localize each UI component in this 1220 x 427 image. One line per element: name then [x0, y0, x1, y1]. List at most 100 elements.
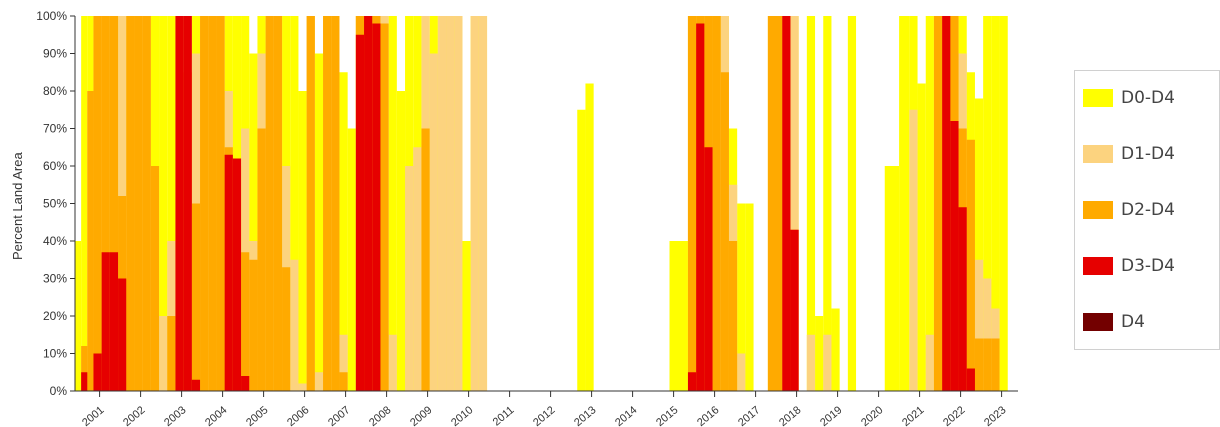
area-d0-d4	[925, 16, 934, 391]
legend-item-d1: D1-D4	[1083, 144, 1175, 164]
legend-swatch-d3	[1083, 257, 1113, 275]
legend: D0-D4 D1-D4 D2-D4 D3-D4 D4	[1074, 70, 1220, 350]
area-d2-d4	[216, 16, 225, 391]
area-d0-d4	[831, 308, 840, 391]
area-d2-d4	[991, 338, 1000, 391]
area-d3-d4	[224, 154, 233, 391]
area-d0-d4	[159, 16, 168, 391]
area-d1-d4	[446, 16, 455, 391]
area-d1-d4	[737, 353, 746, 391]
y-tick-label: 0%	[50, 384, 68, 398]
area-d3-d4	[790, 229, 799, 391]
area-d0-d4	[314, 53, 324, 391]
area-d0-d4	[884, 166, 900, 391]
area-d2-d4	[712, 16, 721, 391]
area-d2-d4	[142, 16, 151, 391]
y-tick-label: 30%	[43, 272, 67, 286]
legend-label-d2: D2-D4	[1121, 200, 1175, 220]
x-tick-label: 2020	[859, 404, 885, 427]
x-tick-label: 2010	[449, 404, 475, 427]
area-d3-d4	[782, 16, 791, 391]
x-tick-label: 2001	[80, 404, 106, 427]
area-d2-d4	[109, 16, 119, 391]
area-d2-d4	[257, 128, 266, 391]
area-d1-d4	[413, 147, 422, 391]
area-d1-d4	[909, 109, 918, 391]
area-d0-d4	[167, 16, 176, 391]
area-d2-d4	[306, 16, 315, 391]
area-d2-d4	[966, 139, 975, 391]
area-d1-d4	[290, 259, 299, 391]
area-d2-d4	[241, 252, 250, 391]
area-d3-d4	[966, 368, 975, 391]
area-d0-d4	[298, 91, 307, 391]
area-d1-d4	[806, 334, 816, 391]
legend-swatch-d4	[1083, 313, 1113, 331]
area-d0-d4	[983, 16, 992, 391]
area-d3-d4	[175, 16, 184, 391]
area-d2-d4	[167, 316, 176, 391]
area-d1-d4	[405, 166, 414, 391]
area-d1-d4	[974, 259, 984, 391]
y-tick-label: 20%	[43, 309, 67, 323]
area-d2-d4	[93, 16, 102, 391]
area-d2-d4	[728, 241, 738, 391]
x-tick-label: 2002	[121, 404, 147, 427]
x-tick-label: 2005	[244, 404, 270, 427]
x-tick-label: 2011	[491, 404, 517, 427]
area-d0-d4	[290, 16, 299, 391]
area-d2-d4	[421, 128, 430, 391]
x-tick-label: 2023	[982, 404, 1008, 427]
area-d2-d4	[150, 166, 160, 391]
x-tick-label: 2017	[736, 404, 762, 427]
area-d0-d4	[577, 109, 586, 391]
area-d0-d4	[347, 128, 356, 391]
area-d2-d4	[101, 16, 110, 391]
area-d1-d4	[159, 316, 168, 391]
area-d3-d4	[241, 376, 250, 391]
x-tick-label: 2022	[941, 404, 967, 427]
legend-swatch-d0	[1083, 89, 1113, 107]
area-d0-d4	[991, 16, 1000, 391]
x-tick-label: 2008	[367, 404, 393, 427]
area-d3-d4	[101, 252, 110, 391]
legend-item-d2: D2-D4	[1083, 200, 1175, 220]
area-d3-d4	[704, 147, 713, 391]
area-d0-d4	[974, 98, 984, 391]
area-d3-d4	[183, 16, 192, 391]
legend-swatch-d2	[1083, 201, 1113, 219]
area-d0-d4	[388, 16, 397, 391]
area-d0-d4	[396, 91, 406, 391]
area-d1-d4	[339, 334, 348, 391]
area-d3-d4	[81, 372, 88, 391]
area-d1-d4	[823, 334, 832, 391]
area-d3-d4	[364, 16, 373, 391]
area-d2-d4	[265, 16, 274, 391]
area-d2-d4	[134, 16, 143, 391]
area-d2-d4	[208, 16, 217, 391]
area-d2-d4	[933, 16, 943, 391]
area-d0-d4	[462, 241, 471, 391]
area-d0-d4	[917, 83, 926, 391]
area-d0-d4	[75, 241, 82, 391]
legend-label-d1: D1-D4	[1121, 144, 1175, 164]
drought-area-chart: 0% 10% 20% 30% 40% 50% 60% 70% 80% 90% 100% 2001 200…	[36, 9, 1018, 427]
x-tick-label: 2004	[203, 404, 229, 427]
area-d1-d4	[478, 16, 488, 391]
area-d0-d4	[823, 16, 832, 391]
x-tick-label: 2006	[285, 404, 311, 427]
y-tick-label: 60%	[43, 159, 67, 173]
area-d2-d4	[331, 16, 340, 391]
area-d1-d4	[790, 16, 799, 391]
area-d0-d4	[999, 16, 1008, 391]
area-d2-d4	[273, 16, 283, 391]
area-d1-d4	[429, 53, 438, 391]
y-tick-label: 50%	[43, 197, 67, 211]
area-d1-d4	[983, 278, 992, 391]
area-d3-d4	[232, 158, 242, 391]
area-d2-d4	[983, 338, 992, 391]
area-d3-d4	[118, 278, 127, 391]
area-d1-d4	[925, 334, 934, 391]
area-d2-d4	[282, 267, 291, 391]
area-d1-d4	[298, 383, 307, 391]
